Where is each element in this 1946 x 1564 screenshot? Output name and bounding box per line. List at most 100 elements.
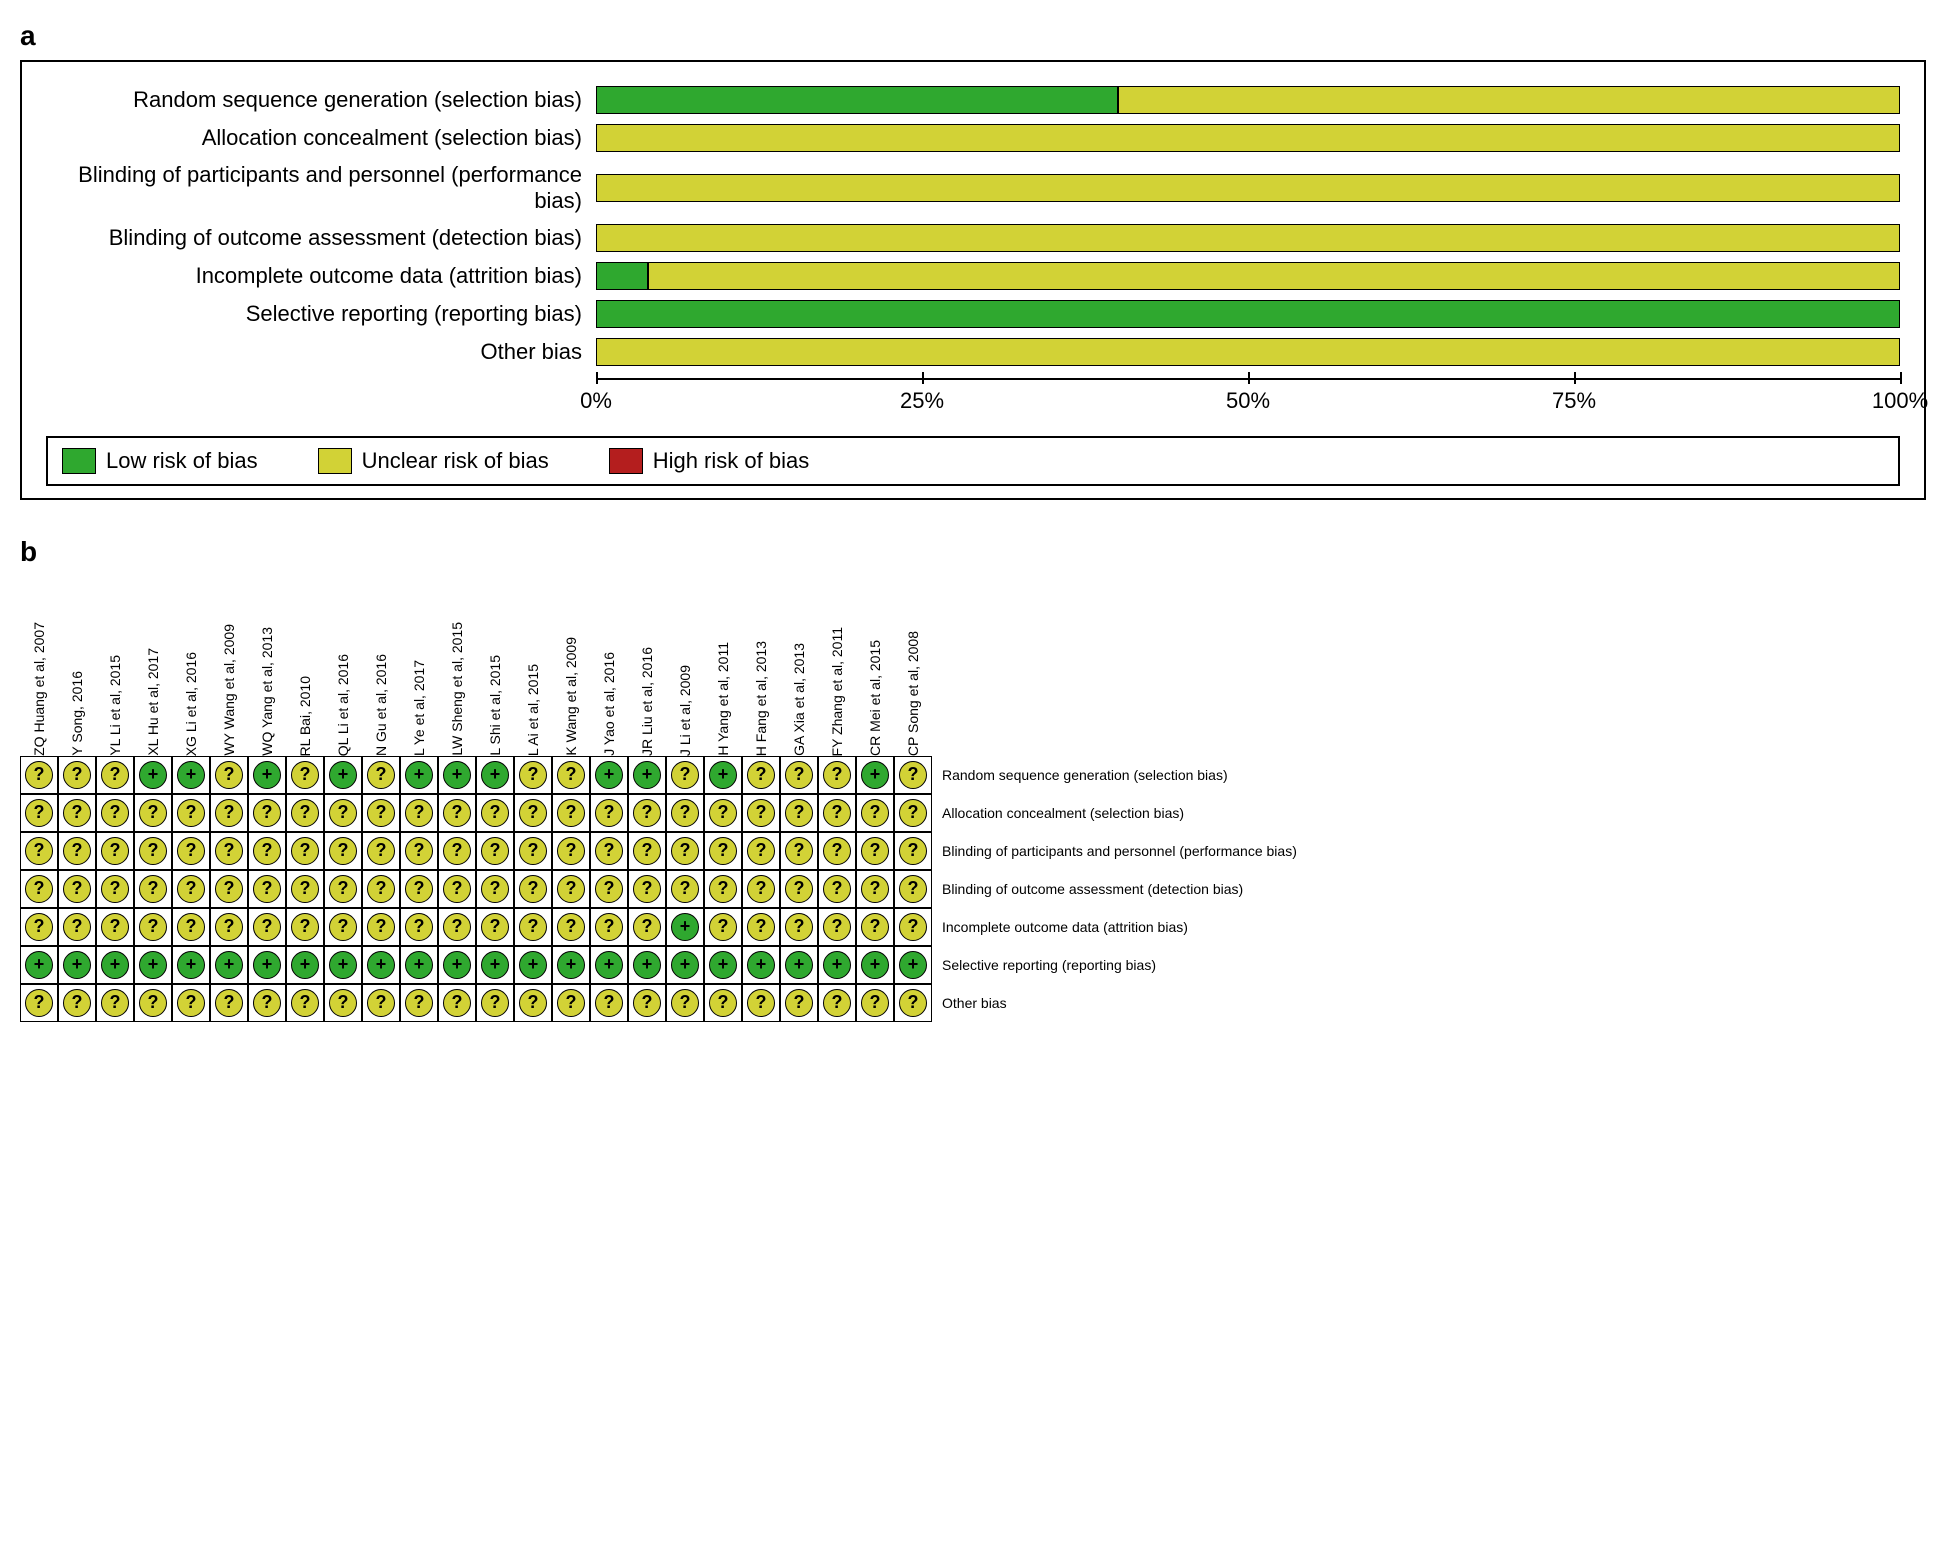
- matrix-cell: ?: [324, 794, 362, 832]
- study-header: K Wang et al, 2009: [552, 633, 590, 756]
- unclear-risk-icon: ?: [291, 875, 319, 903]
- unclear-risk-icon: ?: [139, 837, 167, 865]
- matrix-cell: ?: [894, 984, 932, 1022]
- unclear-risk-icon: ?: [671, 837, 699, 865]
- x-axis: 0%25%50%75%100%: [596, 378, 1900, 418]
- legend-swatch: [609, 448, 643, 474]
- unclear-risk-icon: ?: [633, 837, 661, 865]
- unclear-risk-icon: ?: [557, 799, 585, 827]
- matrix-cell: ?: [666, 984, 704, 1022]
- matrix-cell: ?: [324, 832, 362, 870]
- unclear-risk-icon: ?: [823, 875, 851, 903]
- study-header: CR Mei et al, 2015: [856, 636, 894, 756]
- matrix-cell: ?: [552, 984, 590, 1022]
- matrix-cell: ?: [400, 870, 438, 908]
- matrix-cell: ?: [590, 832, 628, 870]
- matrix-cell: ?: [780, 794, 818, 832]
- matrix-cell: +: [96, 946, 134, 984]
- unclear-risk-icon: ?: [443, 989, 471, 1017]
- unclear-risk-icon: ?: [25, 875, 53, 903]
- matrix-cell: ?: [590, 908, 628, 946]
- unclear-risk-icon: ?: [519, 799, 547, 827]
- unclear-risk-icon: ?: [785, 837, 813, 865]
- matrix-cell: +: [248, 756, 286, 794]
- unclear-risk-icon: ?: [899, 799, 927, 827]
- unclear-risk-icon: ?: [367, 799, 395, 827]
- matrix-cell: ?: [552, 794, 590, 832]
- unclear-risk-icon: ?: [671, 875, 699, 903]
- unclear-risk-icon: ?: [481, 875, 509, 903]
- matrix-cell: ?: [856, 870, 894, 908]
- low-risk-icon: +: [329, 951, 357, 979]
- study-header: XG Li et al, 2016: [172, 648, 210, 756]
- bar-track: [596, 338, 1900, 366]
- matrix-cell: ?: [666, 832, 704, 870]
- unclear-risk-icon: ?: [709, 837, 737, 865]
- bar-label: Allocation concealment (selection bias): [46, 125, 596, 151]
- matrix-cell: ?: [856, 794, 894, 832]
- legend: Low risk of biasUnclear risk of biasHigh…: [46, 436, 1900, 486]
- unclear-risk-icon: ?: [519, 875, 547, 903]
- matrix-cell: ?: [742, 832, 780, 870]
- tick: [1248, 372, 1250, 384]
- unclear-risk-icon: ?: [671, 761, 699, 789]
- low-risk-icon: +: [405, 951, 433, 979]
- low-risk-icon: +: [177, 951, 205, 979]
- low-risk-icon: +: [671, 913, 699, 941]
- unclear-risk-icon: ?: [291, 913, 319, 941]
- unclear-risk-icon: ?: [671, 989, 699, 1017]
- matrix-cell: ?: [134, 794, 172, 832]
- unclear-risk-icon: ?: [367, 761, 395, 789]
- study-header: JR Liu et al, 2016: [628, 643, 666, 756]
- unclear-risk-icon: ?: [709, 799, 737, 827]
- matrix-cell: +: [514, 946, 552, 984]
- matrix-cell: ?: [20, 984, 58, 1022]
- unclear-risk-icon: ?: [481, 799, 509, 827]
- matrix-row: ???++?+?+?+++??++?+???+?Random sequence …: [20, 756, 1297, 794]
- low-risk-icon: +: [291, 951, 319, 979]
- unclear-risk-icon: ?: [861, 837, 889, 865]
- low-risk-icon: +: [443, 761, 471, 789]
- unclear-risk-icon: ?: [139, 913, 167, 941]
- unclear-risk-icon: ?: [329, 875, 357, 903]
- unclear-risk-icon: ?: [253, 875, 281, 903]
- matrix-cell: ?: [248, 984, 286, 1022]
- matrix-cell: ?: [362, 794, 400, 832]
- matrix-cell: ?: [818, 832, 856, 870]
- matrix-cell: +: [476, 756, 514, 794]
- low-risk-icon: +: [557, 951, 585, 979]
- matrix-cell: ?: [96, 832, 134, 870]
- matrix-cell: ?: [780, 984, 818, 1022]
- study-header: J Yao et al, 2016: [590, 648, 628, 756]
- legend-label: Unclear risk of bias: [362, 448, 549, 474]
- matrix-cell: ?: [400, 908, 438, 946]
- low-risk-icon: +: [139, 951, 167, 979]
- unclear-risk-icon: ?: [823, 989, 851, 1017]
- low-risk-icon: +: [633, 761, 661, 789]
- matrix-cell: ?: [628, 832, 666, 870]
- low-risk-icon: +: [253, 761, 281, 789]
- matrix-cell: ?: [894, 908, 932, 946]
- unclear-risk-icon: ?: [101, 875, 129, 903]
- matrix-cell: ?: [552, 832, 590, 870]
- unclear-risk-icon: ?: [557, 913, 585, 941]
- low-risk-icon: +: [443, 951, 471, 979]
- low-risk-icon: +: [595, 761, 623, 789]
- unclear-risk-icon: ?: [405, 989, 433, 1017]
- bar-segment-unclear: [1118, 86, 1900, 114]
- legend-item: Low risk of bias: [62, 448, 258, 474]
- matrix-cell: ?: [58, 794, 96, 832]
- low-risk-icon: +: [139, 761, 167, 789]
- unclear-risk-icon: ?: [747, 989, 775, 1017]
- unclear-risk-icon: ?: [405, 799, 433, 827]
- unclear-risk-icon: ?: [253, 989, 281, 1017]
- matrix-cell: ?: [286, 984, 324, 1022]
- matrix-cell: ?: [514, 794, 552, 832]
- matrix-cell: +: [590, 946, 628, 984]
- unclear-risk-icon: ?: [785, 875, 813, 903]
- matrix-cell: ?: [476, 908, 514, 946]
- low-risk-icon: +: [481, 951, 509, 979]
- unclear-risk-icon: ?: [63, 761, 91, 789]
- low-risk-icon: +: [633, 951, 661, 979]
- matrix-cell: +: [324, 756, 362, 794]
